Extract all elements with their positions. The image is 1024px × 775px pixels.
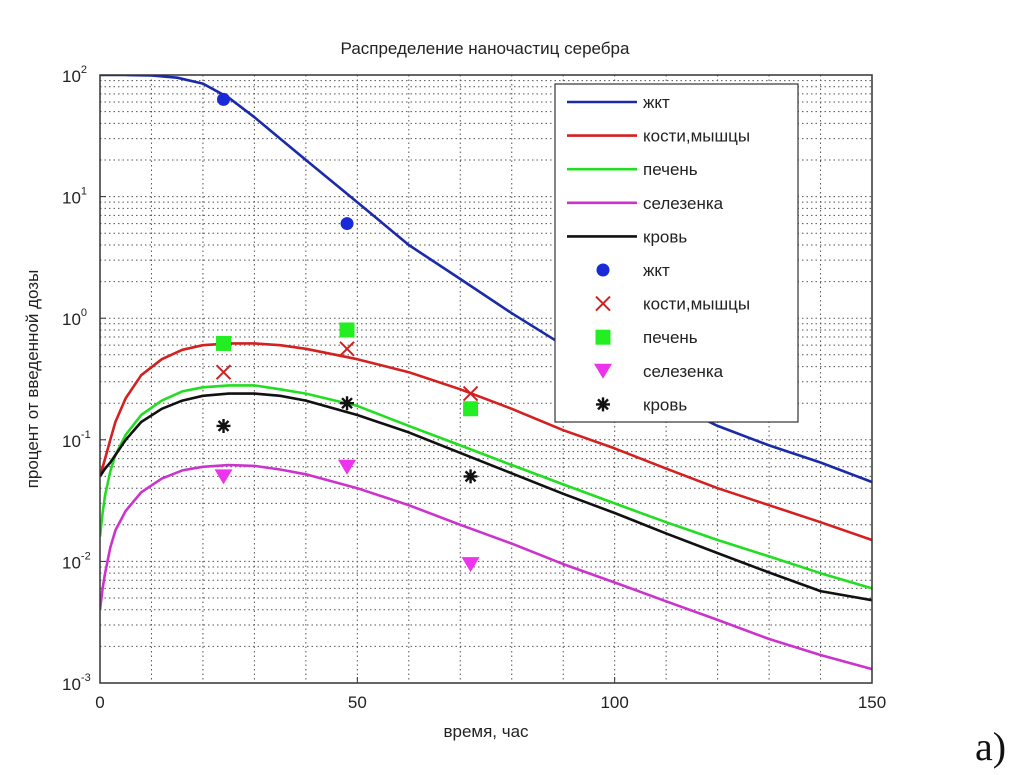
data-point xyxy=(214,469,233,485)
y-axis-label: процент от введенной дозы xyxy=(23,270,42,489)
data-point xyxy=(217,92,231,106)
legend-marker-swatch xyxy=(595,329,611,345)
legend-entry-label: печень xyxy=(643,328,698,347)
data-point xyxy=(339,322,355,338)
data-point xyxy=(215,364,232,380)
x-tick-label: 0 xyxy=(95,693,104,712)
y-tick-label: 100 xyxy=(62,307,87,329)
data-point xyxy=(463,469,478,484)
x-axis-ticks: 0 50 100 150 xyxy=(95,677,886,712)
data-point xyxy=(463,401,479,417)
y-tick-label: 10-1 xyxy=(62,429,91,451)
data-point xyxy=(216,418,231,433)
legend-entry-label: селезенка xyxy=(643,362,724,381)
legend-marker-swatch xyxy=(595,295,611,312)
data-point xyxy=(340,217,354,231)
legend-entry-label: селезенка xyxy=(643,194,724,213)
x-tick-label: 100 xyxy=(600,693,628,712)
legend-entry-label: кости,мышцы xyxy=(643,295,750,314)
legend-marker-swatch xyxy=(596,397,610,412)
y-tick-label: 101 xyxy=(62,186,87,208)
legend-entry-label: жкт xyxy=(643,261,670,280)
legend-entry-label: печень xyxy=(643,160,698,179)
x-tick-label: 150 xyxy=(858,693,886,712)
legend-entry-label: кровь xyxy=(643,227,687,246)
data-point xyxy=(340,396,355,411)
data-point xyxy=(216,335,232,351)
y-tick-label: 10-3 xyxy=(62,672,91,694)
legend-marker-swatch xyxy=(594,363,612,379)
x-axis-label: время, час xyxy=(443,722,529,741)
data-point xyxy=(462,385,479,402)
series-line xyxy=(100,342,872,542)
data-point xyxy=(338,459,357,475)
x-tick-label: 50 xyxy=(348,693,367,712)
y-axis-ticks: 10-3 10-2 10-1 100 101 102 xyxy=(62,64,106,694)
series-line xyxy=(100,392,872,602)
legend: жкт кости,мышцы печень селезенка кровь жкт кос… xyxy=(554,83,799,423)
series-line xyxy=(100,463,872,671)
legend-entry-label: кровь xyxy=(643,395,687,414)
y-tick-label: 10-2 xyxy=(62,550,91,572)
plot-frame xyxy=(99,74,873,684)
y-tick-label: 102 xyxy=(62,64,87,86)
legend-entry-label: жкт xyxy=(643,93,670,112)
data-point xyxy=(461,557,480,573)
legend-marker-swatch xyxy=(596,263,610,277)
legend-entry-label: кости,мышцы xyxy=(643,127,750,146)
panel-label: а) xyxy=(975,724,1006,769)
series-markers xyxy=(214,92,480,573)
data-point xyxy=(339,341,355,357)
chart-title: Распределение наночастиц серебра xyxy=(341,39,630,58)
